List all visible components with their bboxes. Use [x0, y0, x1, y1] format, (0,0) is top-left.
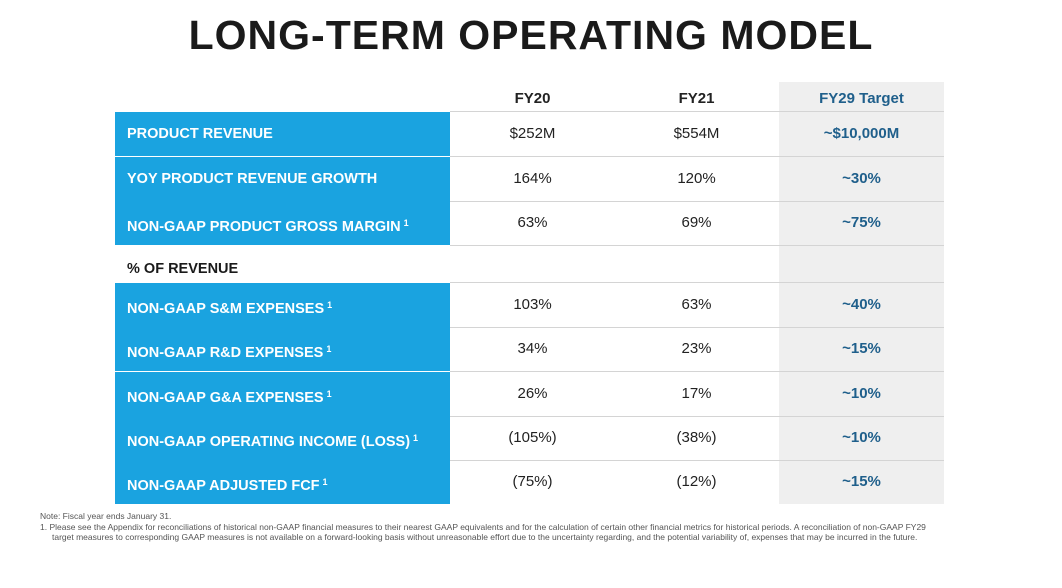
fy20-value: 34%	[517, 340, 548, 357]
slide-title: LONG-TERM OPERATING MODEL	[188, 12, 874, 58]
fy20-value: 164%	[513, 170, 552, 187]
row-divider	[450, 245, 944, 246]
row-label: NON-GAAP OPERATING INCOME (LOSS) 1	[115, 416, 450, 460]
table-row: NON-GAAP R&D EXPENSES 1 34% 23% ~15%	[115, 327, 944, 372]
footnotes: Note: Fiscal year ends January 31. 1. Pl…	[40, 511, 930, 543]
row-divider	[450, 111, 944, 112]
target-value: ~$10,000M	[823, 125, 900, 142]
row-divider	[450, 371, 944, 372]
column-header-fy21: FY21	[678, 90, 715, 107]
table-row: NON-GAAP S&M EXPENSES 1 103% 63% ~40%	[115, 282, 944, 328]
fy21-value: 69%	[681, 214, 712, 231]
target-value: ~15%	[842, 473, 881, 490]
table-row: PRODUCT REVENUE $252M $554M ~$10,000M	[115, 111, 944, 157]
row-label: NON-GAAP R&D EXPENSES 1	[115, 327, 450, 371]
footnote-marker: 1	[326, 389, 332, 399]
fy20-value: 26%	[517, 385, 548, 402]
section-heading: % OF REVENUE	[127, 261, 239, 277]
target-value: ~30%	[842, 170, 881, 187]
fiscal-year-note: Note: Fiscal year ends January 31.	[40, 511, 172, 521]
fy20-value: (75%)	[512, 473, 553, 490]
fy20-value: 63%	[517, 214, 548, 231]
target-value: ~40%	[842, 296, 881, 313]
reconciliation-footnote: 1. Please see the Appendix for reconcili…	[40, 521, 926, 543]
row-label: NON-GAAP ADJUSTED FCF 1	[115, 460, 450, 504]
fy20-value: 103%	[513, 296, 552, 313]
fy20-value: (105%)	[508, 429, 557, 446]
table-row: NON-GAAP G&A EXPENSES 1 26% 17% ~10%	[115, 372, 944, 417]
row-divider	[450, 156, 944, 157]
row-divider	[450, 282, 944, 283]
fy21-value: 17%	[681, 385, 712, 402]
row-divider	[450, 327, 944, 328]
footnote-marker: 1	[326, 344, 332, 354]
target-column-background	[779, 82, 944, 504]
column-header-fy20: FY20	[514, 90, 551, 107]
footnote-marker: 1	[403, 218, 409, 228]
row-label: PRODUCT REVENUE	[115, 112, 450, 156]
table-row: NON-GAAP PRODUCT GROSS MARGIN 1 63% 69% ~…	[115, 201, 944, 246]
row-divider	[450, 201, 944, 202]
footnote-marker: 1	[322, 477, 328, 487]
row-label: NON-GAAP S&M EXPENSES 1	[115, 283, 450, 327]
target-value: ~10%	[842, 385, 881, 402]
fy21-value: 120%	[677, 170, 716, 187]
row-label: NON-GAAP G&A EXPENSES 1	[115, 372, 450, 416]
target-value: ~10%	[842, 429, 881, 446]
column-header-fy29-target: FY29 Target	[819, 90, 904, 107]
fy20-value: $252M	[509, 125, 556, 142]
footnote-marker: 1	[413, 433, 419, 443]
table-row: NON-GAAP OPERATING INCOME (LOSS) 1 (105%)…	[115, 416, 944, 461]
footnote-marker: 1	[327, 300, 333, 310]
table-row: YOY PRODUCT REVENUE GROWTH 164% 120% ~30…	[115, 157, 944, 202]
row-label: NON-GAAP PRODUCT GROSS MARGIN 1	[115, 201, 450, 245]
row-divider	[450, 460, 944, 461]
fy21-value: (12%)	[676, 473, 717, 490]
row-label: YOY PRODUCT REVENUE GROWTH	[115, 157, 450, 201]
fy21-value: $554M	[673, 125, 720, 142]
row-divider	[450, 416, 944, 417]
target-value: ~15%	[842, 340, 881, 357]
fy21-value: 23%	[681, 340, 712, 357]
fy21-value: (38%)	[676, 429, 717, 446]
table-row: NON-GAAP ADJUSTED FCF 1 (75%) (12%) ~15%	[115, 460, 944, 504]
target-value: ~75%	[842, 214, 881, 231]
fy21-value: 63%	[681, 296, 712, 313]
